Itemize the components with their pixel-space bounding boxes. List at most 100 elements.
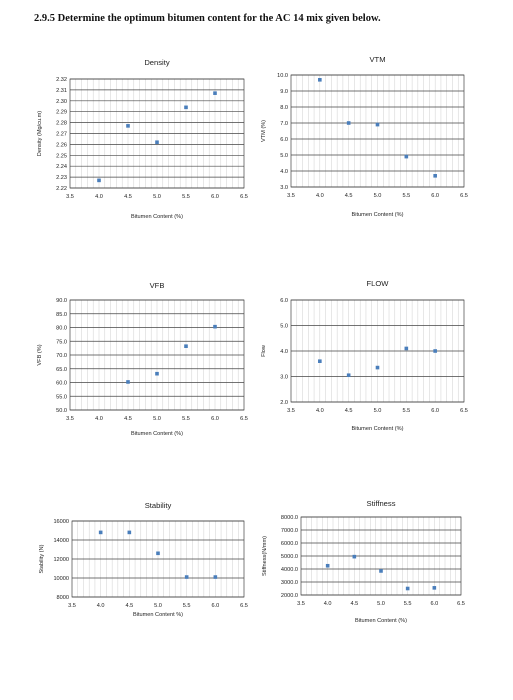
data-point [379,569,383,573]
x-tick-label: 4.5 [350,601,358,607]
data-point [155,371,159,376]
data-point [126,380,130,384]
y-tick-label: 2.27 [56,132,67,138]
chart-title: Stability [145,501,172,510]
x-tick-label: 6.5 [460,193,468,199]
plot-frame [69,299,245,411]
x-tick-label: 5.5 [182,416,190,422]
y-tick-label: 2.26 [56,142,67,148]
data-point [98,530,103,535]
y-tick-label: 2.22 [56,186,67,192]
data-point [213,575,218,579]
x-tick-label: 4.0 [95,416,103,422]
y-tick-label: 70.0 [56,353,67,359]
y-tick-label: 6.0 [280,298,288,304]
data-point [318,78,322,82]
x-tick-label: 4.5 [125,603,133,609]
y-tick-label: 8000.0 [281,515,298,521]
data-point [97,178,101,183]
x-tick-label: 5.5 [402,193,410,199]
x-tick-label: 3.5 [297,601,305,607]
x-tick-label: 6.5 [240,194,248,200]
y-tick-label: 14000 [53,538,69,544]
chart-title: VFB [150,281,165,290]
data-point [352,554,357,559]
y-tick-label: 5.0 [280,153,288,159]
y-tick-label: 16000 [53,519,69,525]
x-tick-label: 5.0 [153,416,161,422]
data-point [346,373,351,378]
y-tick-label: 3000.0 [281,580,298,586]
x-tick-label: 5.5 [183,603,191,609]
plot-frame [300,516,462,596]
x-tick-label: 4.0 [97,603,105,609]
y-tick-label: 85.0 [56,312,67,318]
y-axis-label: Stiffness(N/mm) [262,536,268,576]
data-point [184,575,189,579]
data-point [213,324,217,329]
y-tick-label: 2.23 [56,175,67,181]
x-tick-label: 5.0 [377,601,385,607]
data-point [405,586,410,591]
y-tick-label: 4000.0 [281,567,298,573]
x-tick-label: 3.5 [68,603,76,609]
y-tick-label: 8000 [57,595,69,601]
y-tick-label: 60.0 [56,381,67,387]
data-point [318,359,322,363]
data-point [184,344,188,348]
plot-frame [71,520,245,598]
x-tick-label: 4.5 [345,193,353,199]
x-tick-label: 3.5 [287,193,295,199]
x-axis-label: Bitumen Content (%) [352,426,404,432]
x-tick-label: 6.0 [431,193,439,199]
x-tick-label: 6.5 [240,603,248,609]
y-tick-label: 2.28 [56,121,67,127]
y-tick-label: 3.0 [280,375,288,381]
y-tick-label: 2.32 [56,77,67,83]
x-tick-label: 4.0 [324,601,332,607]
x-tick-label: 6.0 [211,603,219,609]
y-tick-label: 8.0 [280,105,288,111]
chart-title: VTM [369,55,385,64]
x-tick-label: 4.5 [124,194,132,200]
y-tick-label: 2.25 [56,153,67,159]
y-tick-label: 2.31 [56,88,67,94]
data-point [432,586,437,590]
x-tick-label: 6.0 [211,194,219,200]
data-point [155,140,159,145]
x-axis-label: Bitumen Content (%) [352,212,404,218]
y-tick-label: 10.0 [277,73,288,79]
chart-title: Stiffness [367,499,396,508]
y-tick-label: 50.0 [56,408,67,414]
x-tick-label: 5.0 [154,603,162,609]
x-tick-label: 6.5 [460,408,468,414]
data-point [156,551,160,556]
y-tick-label: 5000.0 [281,554,298,560]
data-point [213,91,217,95]
y-tick-label: 5.0 [280,324,288,330]
y-axis-label: VFB (%) [37,344,43,365]
x-tick-label: 4.0 [95,194,103,200]
data-point [346,121,351,125]
y-tick-label: 3.0 [280,185,288,191]
x-tick-label: 6.5 [457,601,465,607]
x-tick-label: 6.0 [211,416,219,422]
data-point [375,122,380,127]
y-tick-label: 55.0 [56,394,67,400]
y-tick-label: 4.0 [280,349,288,355]
y-tick-label: 65.0 [56,367,67,373]
x-axis-label: Bitumen Content (%) [131,431,183,437]
x-tick-label: 6.0 [430,601,438,607]
x-tick-label: 3.5 [66,416,74,422]
plot-frame [290,74,465,188]
x-tick-label: 5.5 [404,601,412,607]
y-tick-label: 6000.0 [281,541,298,547]
x-tick-label: 6.5 [240,416,248,422]
plot-frame [69,78,245,189]
x-tick-label: 6.0 [431,408,439,414]
y-tick-label: 2000.0 [281,593,298,599]
x-tick-label: 4.0 [316,193,324,199]
